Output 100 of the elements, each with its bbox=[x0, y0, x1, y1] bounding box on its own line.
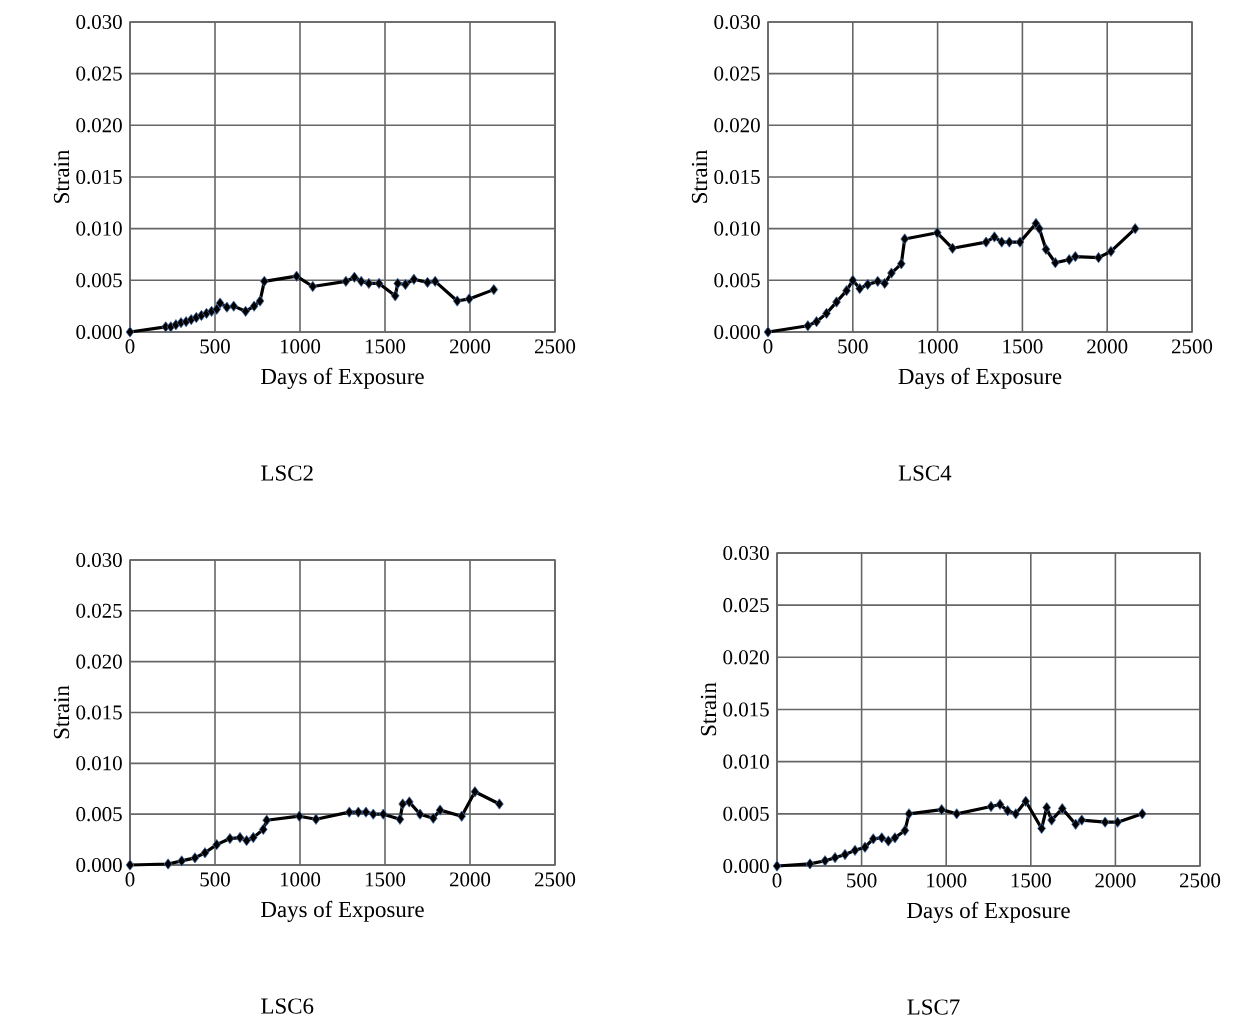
y-tick-label: 0.015 bbox=[714, 170, 760, 185]
x-tick-label: 500 bbox=[200, 872, 230, 887]
point bbox=[215, 297, 225, 309]
point bbox=[887, 267, 896, 279]
point bbox=[452, 295, 462, 307]
point bbox=[489, 284, 499, 296]
point bbox=[125, 859, 135, 871]
y-tick-label: 0.020 bbox=[76, 654, 122, 669]
y-tick-label: 0.005 bbox=[714, 273, 760, 288]
point bbox=[990, 231, 999, 243]
x-tick-label: 500 bbox=[838, 339, 868, 354]
point bbox=[295, 810, 304, 822]
x-tick-label: 0 bbox=[763, 339, 773, 354]
point bbox=[212, 303, 221, 315]
point bbox=[805, 858, 815, 870]
point bbox=[873, 275, 883, 288]
text: LSC4 bbox=[898, 465, 952, 481]
point bbox=[812, 316, 821, 328]
point bbox=[356, 275, 366, 288]
point bbox=[855, 283, 865, 295]
point bbox=[405, 796, 414, 808]
point bbox=[212, 839, 221, 851]
point bbox=[900, 233, 909, 245]
y-tick-label: 0.025 bbox=[76, 603, 122, 619]
point bbox=[1042, 802, 1051, 814]
point bbox=[850, 844, 860, 857]
y-tick-label: 0.020 bbox=[714, 118, 760, 133]
point bbox=[932, 227, 942, 239]
point bbox=[1035, 223, 1044, 235]
point bbox=[292, 270, 301, 282]
x-tick-label: 2000 bbox=[449, 339, 491, 354]
point bbox=[1077, 814, 1087, 826]
point bbox=[354, 806, 363, 818]
x-tick-label: 1500 bbox=[365, 872, 406, 887]
point bbox=[470, 786, 480, 798]
x-tick-label: 0 bbox=[125, 339, 135, 354]
point bbox=[464, 293, 474, 305]
y-axis-title: Strain bbox=[700, 682, 717, 736]
y-axis-title: Strain bbox=[691, 150, 708, 203]
x-tick-label: 1500 bbox=[1011, 873, 1051, 888]
point bbox=[842, 285, 851, 297]
point bbox=[341, 275, 351, 288]
x-tick-label: 500 bbox=[847, 873, 877, 888]
y-tick-label: 0.030 bbox=[714, 15, 760, 30]
point bbox=[242, 835, 251, 847]
y-tick-label: 0.025 bbox=[76, 66, 122, 81]
point bbox=[190, 852, 200, 864]
point bbox=[1130, 223, 1140, 235]
y-tick-label: 0.020 bbox=[76, 118, 122, 133]
point bbox=[200, 847, 210, 859]
x-tick-label: 2000 bbox=[1095, 873, 1136, 888]
point bbox=[890, 832, 900, 844]
y-axis-title: Strain bbox=[53, 685, 70, 739]
point bbox=[997, 236, 1006, 248]
text: LSC7 bbox=[907, 999, 960, 1015]
y-tick-label: 0.000 bbox=[76, 858, 122, 873]
point bbox=[379, 808, 388, 820]
point bbox=[409, 273, 419, 285]
point bbox=[415, 808, 425, 820]
y-tick-label: 0.030 bbox=[76, 15, 122, 30]
y-tick-label: 0.015 bbox=[76, 170, 122, 185]
point bbox=[1021, 795, 1031, 808]
x-tick-label: 1500 bbox=[1003, 339, 1043, 354]
y-tick-label: 0.000 bbox=[723, 859, 769, 874]
point bbox=[1003, 805, 1012, 817]
point bbox=[848, 274, 858, 287]
point bbox=[897, 258, 906, 270]
point bbox=[830, 852, 840, 864]
point bbox=[803, 320, 813, 332]
point bbox=[986, 801, 996, 813]
point bbox=[1047, 814, 1056, 826]
point bbox=[1113, 816, 1122, 828]
x-tick-label: 2500 bbox=[534, 872, 576, 887]
point bbox=[863, 279, 873, 291]
point bbox=[1051, 257, 1060, 269]
point bbox=[904, 808, 914, 820]
point bbox=[361, 806, 371, 818]
point bbox=[840, 849, 850, 861]
point bbox=[869, 833, 878, 845]
point bbox=[1071, 251, 1080, 263]
x-tick-label: 2500 bbox=[1171, 339, 1213, 354]
point bbox=[225, 833, 235, 845]
x-axis-title: Days of Exposure bbox=[898, 367, 1062, 390]
y-tick-label: 0.005 bbox=[723, 806, 769, 822]
text: LSC2 bbox=[261, 465, 313, 481]
point bbox=[229, 300, 238, 312]
point bbox=[395, 813, 405, 825]
point bbox=[1011, 808, 1021, 820]
y-tick-label: 0.020 bbox=[723, 650, 769, 665]
y-tick-label: 0.030 bbox=[76, 553, 122, 568]
point bbox=[820, 855, 830, 867]
x-tick-label: 1000 bbox=[927, 873, 967, 888]
point bbox=[948, 242, 957, 254]
point bbox=[163, 858, 173, 870]
point bbox=[772, 860, 782, 872]
point bbox=[248, 832, 258, 844]
y-tick-label: 0.005 bbox=[76, 273, 122, 288]
point bbox=[1138, 808, 1147, 820]
y-tick-label: 0.010 bbox=[76, 221, 122, 236]
point bbox=[435, 804, 445, 816]
